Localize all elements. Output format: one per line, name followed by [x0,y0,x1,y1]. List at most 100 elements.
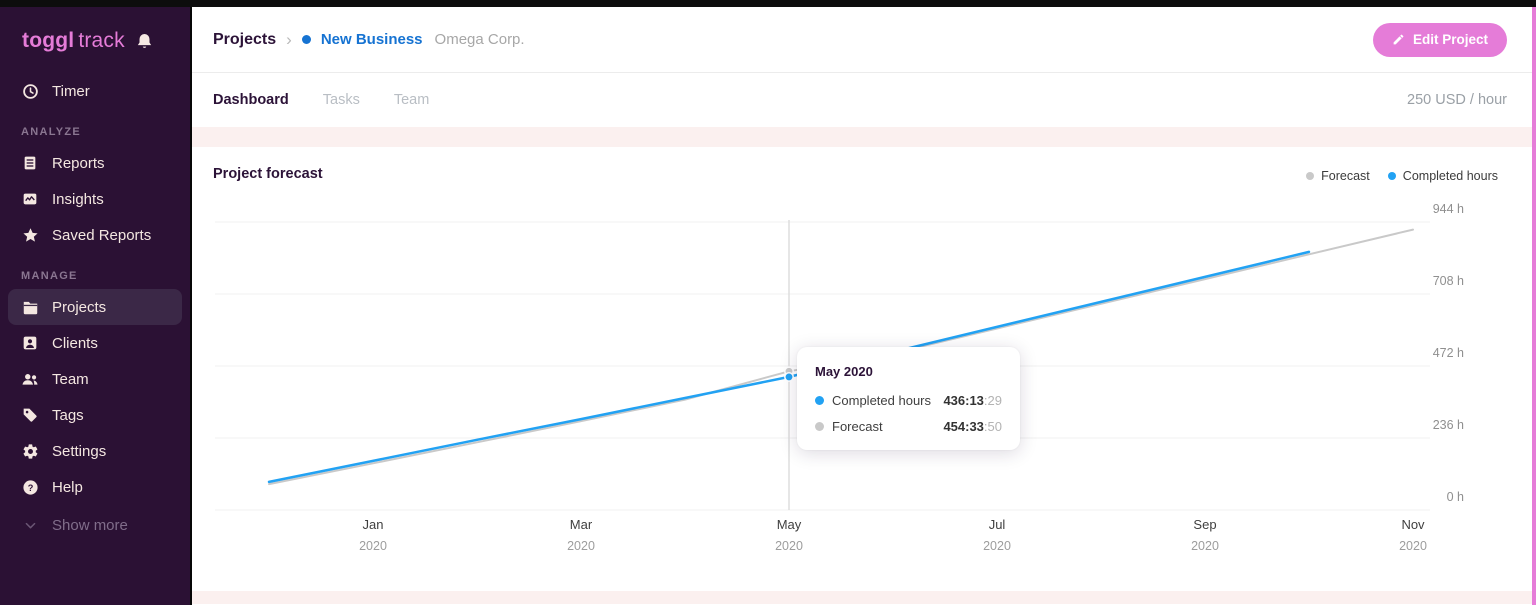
sidebar-item-label: Settings [52,442,107,460]
section-divider-band [192,127,1536,147]
sidebar-item-clients[interactable]: Clients [0,325,190,361]
logo-row: toggl track [0,7,190,67]
logo-track: track [78,29,125,52]
legend-item-forecast[interactable]: Forecast [1306,169,1370,183]
tooltip-value: 454:33:50 [943,419,1002,434]
sidebar-nav: Timer ANALYZE Reports Insights Saved Rep… [0,73,190,543]
toggl-track-logo[interactable]: toggl track [22,29,125,53]
window-top-edge [0,0,1536,7]
legend-dot-completed-hours [1387,172,1396,180]
bottom-band [192,591,1536,604]
chevron-down-icon [21,516,39,534]
sidebar-item-label: Team [52,370,89,388]
pencil-icon [1392,33,1405,46]
sidebar-item-label: Tags [52,406,84,424]
gear-icon [21,442,39,460]
legend-item-completed-hours[interactable]: Completed hours [1387,169,1498,183]
chevron-right-icon: › [286,30,292,49]
y-axis-tick-label: 236 h [1433,418,1464,432]
client-badge-icon [21,334,39,352]
section-manage: MANAGE [21,270,78,282]
sidebar-item-tags[interactable]: Tags [0,397,190,433]
sidebar-item-settings[interactable]: Settings [0,433,190,469]
y-axis-tick-label: 472 h [1433,346,1464,360]
chart-tooltip: May 2020 Completed hours 436:13:29 Forec… [797,347,1020,450]
sidebar-item-saved-reports[interactable]: Saved Reports [0,217,190,253]
tooltip-value: 436:13:29 [943,393,1002,408]
y-axis-tick-label: 944 h [1433,202,1464,216]
sidebar-item-team[interactable]: Team [0,361,190,397]
chart-legend: Forecast Completed hours [1306,169,1498,183]
y-axis-tick-label: 0 h [1447,490,1464,504]
breadcrumb-projects[interactable]: Projects [213,30,277,48]
legend-label: Completed hours [1402,169,1498,183]
x-axis-year-label: 2020 [775,539,803,553]
breadcrumb-project-name[interactable]: New Business [320,31,423,48]
x-axis-year-label: 2020 [567,539,595,553]
tooltip-dot-forecast [815,422,824,431]
sidebar-item-help[interactable]: ? Help [0,469,190,505]
x-axis-month-label: Jul [989,517,1006,532]
report-doc-icon [21,154,39,172]
tooltip-label: Completed hours [832,393,931,408]
edit-project-label: Edit Project [1412,32,1488,47]
page-header: Projects › New Business Omega Corp. Edit… [192,7,1536,73]
people-icon [21,370,39,388]
logo-toggl: toggl [22,29,75,52]
sidebar-item-label: Saved Reports [52,226,152,244]
tooltip-row-forecast: Forecast 454:33:50 [815,419,1002,434]
folder-icon [21,298,39,316]
section-analyze: ANALYZE [21,126,82,138]
tooltip-title: May 2020 [815,364,873,379]
sidebar-item-reports[interactable]: Reports [0,145,190,181]
sidebar-item-timer[interactable]: Timer [0,73,190,109]
tab-bar: Dashboard Tasks Team 250 USD / hour [192,73,1536,127]
sidebar-item-label: Reports [52,154,105,172]
legend-dot-forecast [1306,172,1315,180]
x-axis-year-label: 2020 [359,539,387,553]
tab-tasks[interactable]: Tasks [322,92,360,108]
sidebar-item-insights[interactable]: Insights [0,181,190,217]
x-axis-month-label: Sep [1193,517,1216,532]
svg-text:?: ? [27,482,33,492]
tab-dashboard[interactable]: Dashboard [213,92,289,108]
breadcrumb: Projects › New Business Omega Corp. [213,31,525,49]
tooltip-label: Forecast [832,419,883,434]
main-content: Projects › New Business Omega Corp. Edit… [192,7,1536,605]
sidebar-item-label: Projects [52,298,107,316]
hover-point-completed-hours [784,371,794,382]
breadcrumb-client-name: Omega Corp. [434,31,525,48]
chart-title: Project forecast [213,166,323,182]
tag-icon [21,406,39,424]
x-axis-year-label: 2020 [983,539,1011,553]
x-axis-month-label: Mar [570,517,593,532]
sidebar-item-label: Insights [52,190,104,208]
project-forecast-card: 0 h 236 h 472 h 708 h 944 h Jan 2020 Mar 2020 May… [192,147,1536,591]
sidebar-item-label: Clients [52,334,98,352]
clock-icon [21,82,39,100]
sidebar-item-projects[interactable]: Projects [8,289,182,325]
edit-project-button[interactable]: Edit Project [1372,22,1507,57]
tab-team[interactable]: Team [393,92,430,108]
sidebar: toggl track Timer ANALYZE Reports Insight… [0,7,192,605]
tooltip-row-completed: Completed hours 436:13:29 [815,393,1002,408]
project-color-dot [301,35,311,44]
x-axis-year-label: 2020 [1399,539,1427,553]
sidebar-item-show-more[interactable]: Show more [0,507,190,543]
window-right-edge [1532,7,1536,605]
tooltip-dot-completed [815,396,824,405]
insights-chart-icon [21,190,39,208]
legend-label: Forecast [1321,169,1370,183]
sidebar-item-label: Show more [52,516,128,534]
project-rate: 250 USD / hour [1407,92,1507,108]
sidebar-item-label: Help [52,478,83,496]
x-axis-month-label: Jan [363,517,384,532]
x-axis-month-label: May [777,517,802,532]
star-icon [21,226,39,244]
question-circle-icon: ? [21,478,39,496]
x-axis-year-label: 2020 [1191,539,1219,553]
sidebar-item-label: Timer [52,82,90,100]
y-axis-tick-label: 708 h [1433,274,1464,288]
x-axis-month-label: Nov [1401,517,1425,532]
bell-icon[interactable] [135,32,154,51]
